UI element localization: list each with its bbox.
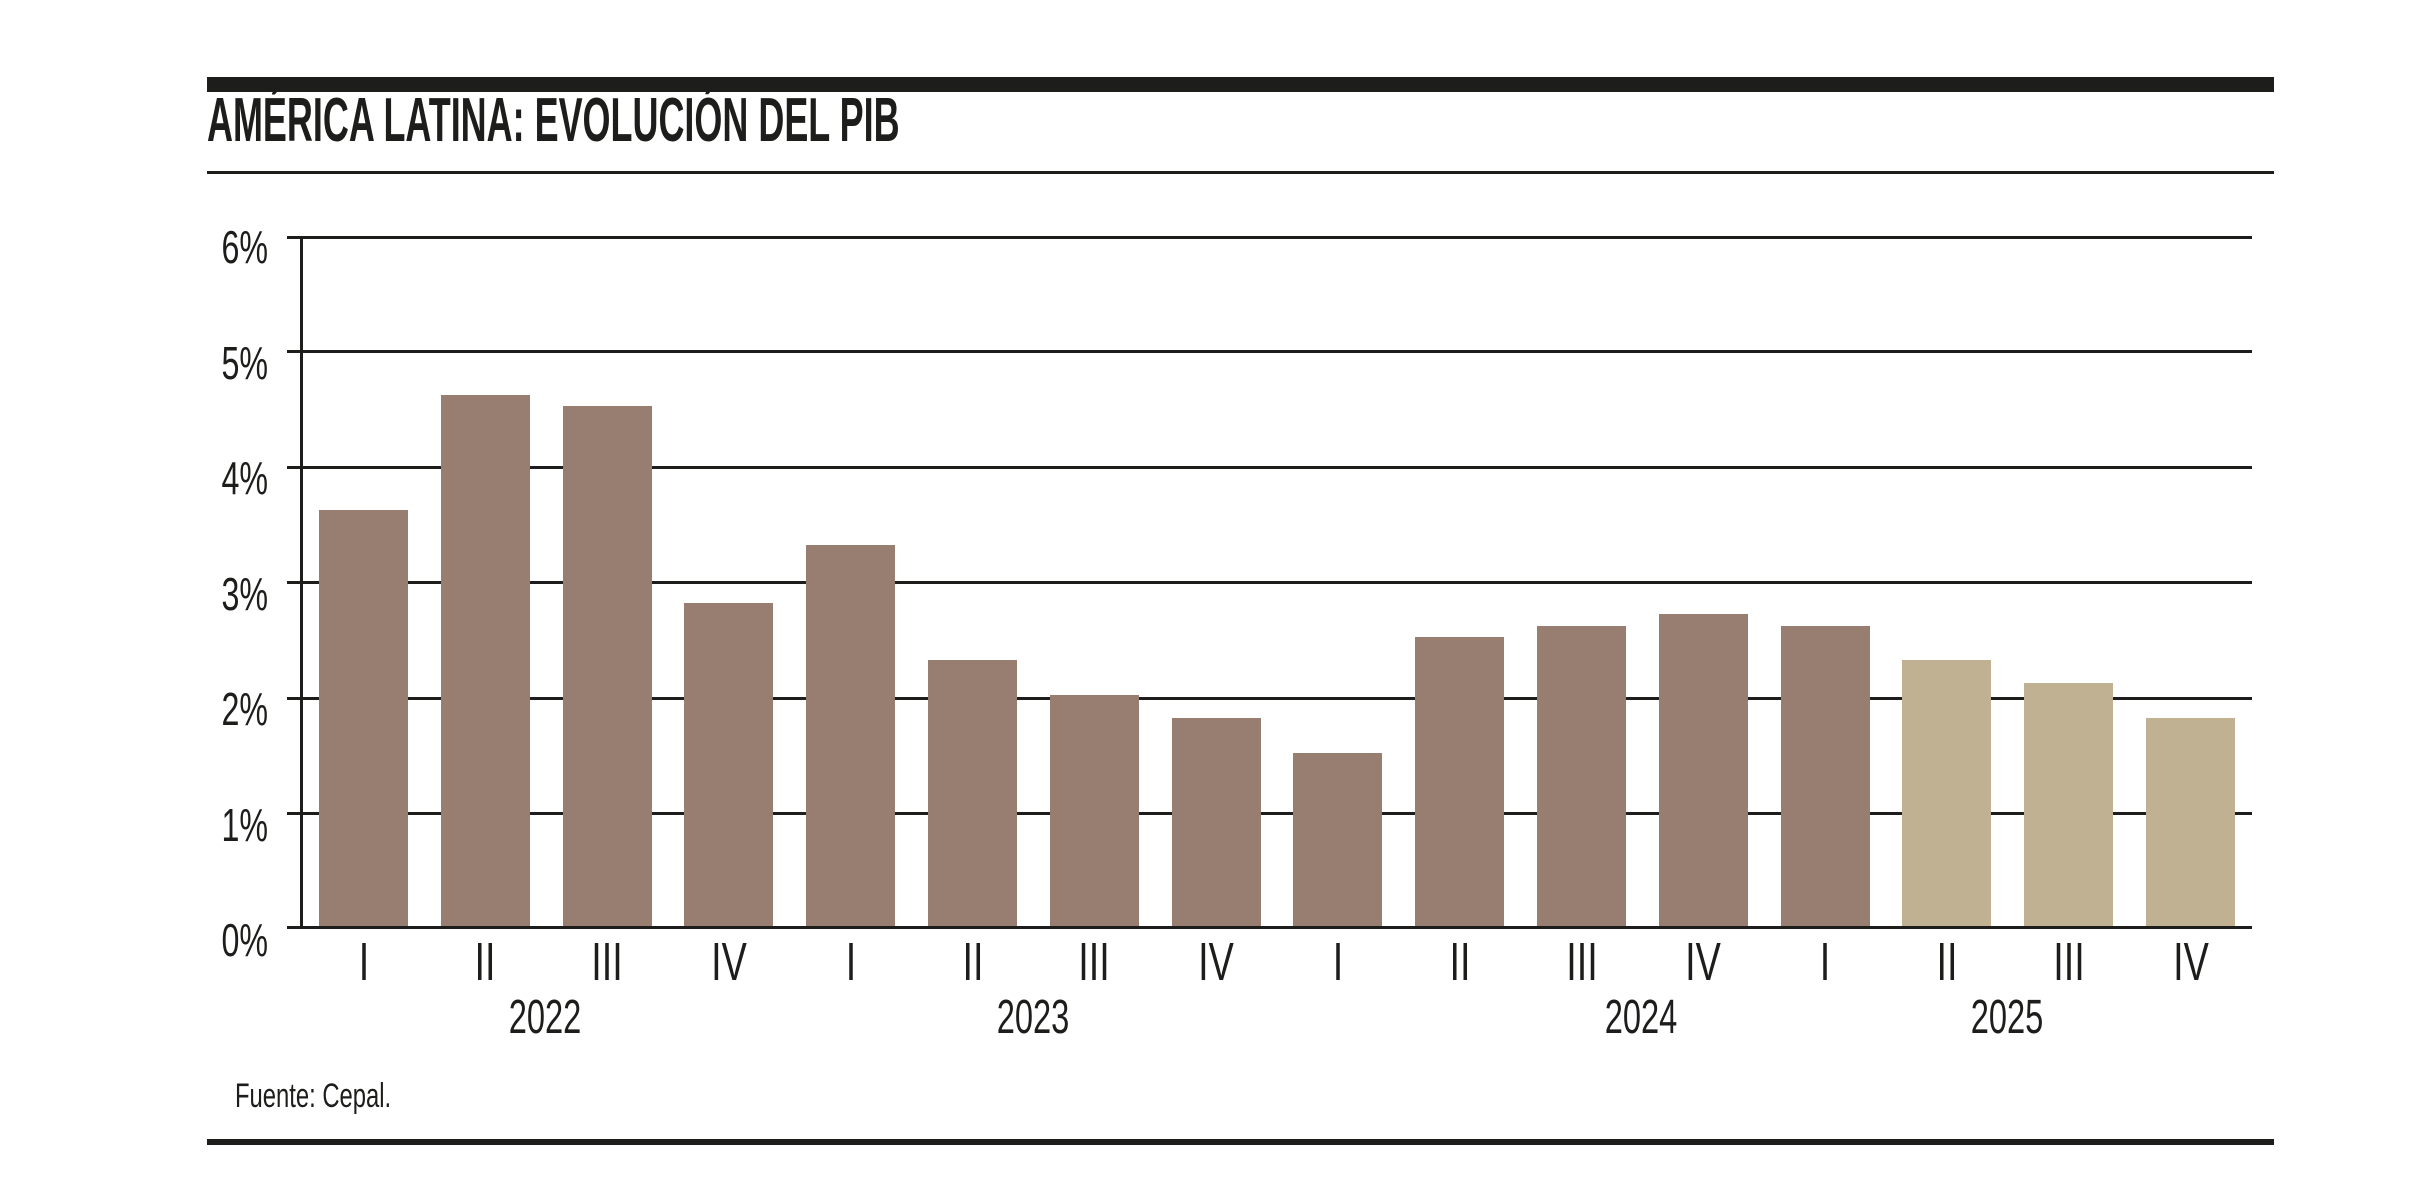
bar-2025-III bbox=[2024, 683, 2113, 926]
y-tick-label-3%: 3% bbox=[221, 568, 268, 620]
quarter-label-2025-I: I bbox=[1819, 932, 1831, 992]
gridline-6% bbox=[287, 236, 2252, 239]
bar-2025-II bbox=[1902, 660, 1991, 926]
gridline-4% bbox=[287, 466, 2252, 469]
bar-2024-II bbox=[1415, 637, 1504, 926]
bar-2024-I bbox=[1293, 753, 1382, 926]
y-tick-label-1%: 1% bbox=[221, 799, 268, 851]
quarter-label-2022-IV: IV bbox=[711, 932, 747, 992]
quarter-label-2022-I: I bbox=[358, 932, 370, 992]
y-tick-label-0%: 0% bbox=[221, 914, 268, 966]
gridline-3% bbox=[287, 581, 2252, 584]
bar-2023-II bbox=[928, 660, 1017, 926]
bar-2022-I bbox=[319, 510, 408, 926]
source-note: Fuente: Cepal. bbox=[235, 1077, 392, 1115]
chart-title: AMÉRICA LATINA: EVOLUCIÓN DEL PIB bbox=[207, 86, 900, 155]
quarter-label-2022-III: III bbox=[591, 932, 623, 992]
y-axis-line bbox=[300, 236, 303, 929]
y-tick-label-6%: 6% bbox=[221, 221, 268, 273]
gridline-0% bbox=[287, 926, 2252, 929]
quarter-label-2023-I: I bbox=[845, 932, 857, 992]
gridline-1% bbox=[287, 812, 2252, 815]
bar-2025-IV bbox=[2146, 718, 2235, 926]
year-label-2025: 2025 bbox=[1970, 991, 2044, 1044]
quarter-label-2025-IV: IV bbox=[2173, 932, 2209, 992]
quarter-label-2023-II: II bbox=[962, 932, 984, 992]
bar-2024-III bbox=[1537, 626, 1626, 926]
quarter-label-2022-II: II bbox=[474, 932, 496, 992]
gridline-5% bbox=[287, 350, 2252, 353]
bar-2023-III bbox=[1050, 695, 1139, 926]
bar-2022-II bbox=[441, 395, 530, 926]
year-label-2022: 2022 bbox=[508, 991, 582, 1044]
bottom-rule bbox=[207, 1139, 2274, 1145]
quarter-label-2024-IV: IV bbox=[1685, 932, 1721, 992]
bar-2025-I bbox=[1781, 626, 1870, 926]
bar-2023-I bbox=[806, 545, 895, 926]
bar-2022-IV bbox=[684, 603, 773, 926]
quarter-label-2023-III: III bbox=[1078, 932, 1110, 992]
gridline-2% bbox=[287, 697, 2252, 700]
quarter-label-2023-IV: IV bbox=[1198, 932, 1234, 992]
top-accent-bar bbox=[207, 77, 2274, 92]
y-tick-label-5%: 5% bbox=[221, 337, 268, 389]
year-label-2023: 2023 bbox=[996, 991, 1070, 1044]
quarter-label-2024-II: II bbox=[1449, 932, 1471, 992]
plot-area bbox=[287, 236, 2252, 929]
bar-2022-III bbox=[563, 406, 652, 926]
quarter-label-2024-III: III bbox=[1566, 932, 1598, 992]
y-tick-label-2%: 2% bbox=[221, 683, 268, 735]
bar-2023-IV bbox=[1172, 718, 1261, 926]
quarter-label-2025-II: II bbox=[1936, 932, 1958, 992]
title-divider bbox=[207, 171, 2274, 174]
quarter-label-2024-I: I bbox=[1332, 932, 1344, 992]
year-label-2024: 2024 bbox=[1604, 991, 1678, 1044]
quarter-label-2025-III: III bbox=[2053, 932, 2085, 992]
y-tick-label-4%: 4% bbox=[221, 452, 268, 504]
bar-2024-IV bbox=[1659, 614, 1748, 926]
